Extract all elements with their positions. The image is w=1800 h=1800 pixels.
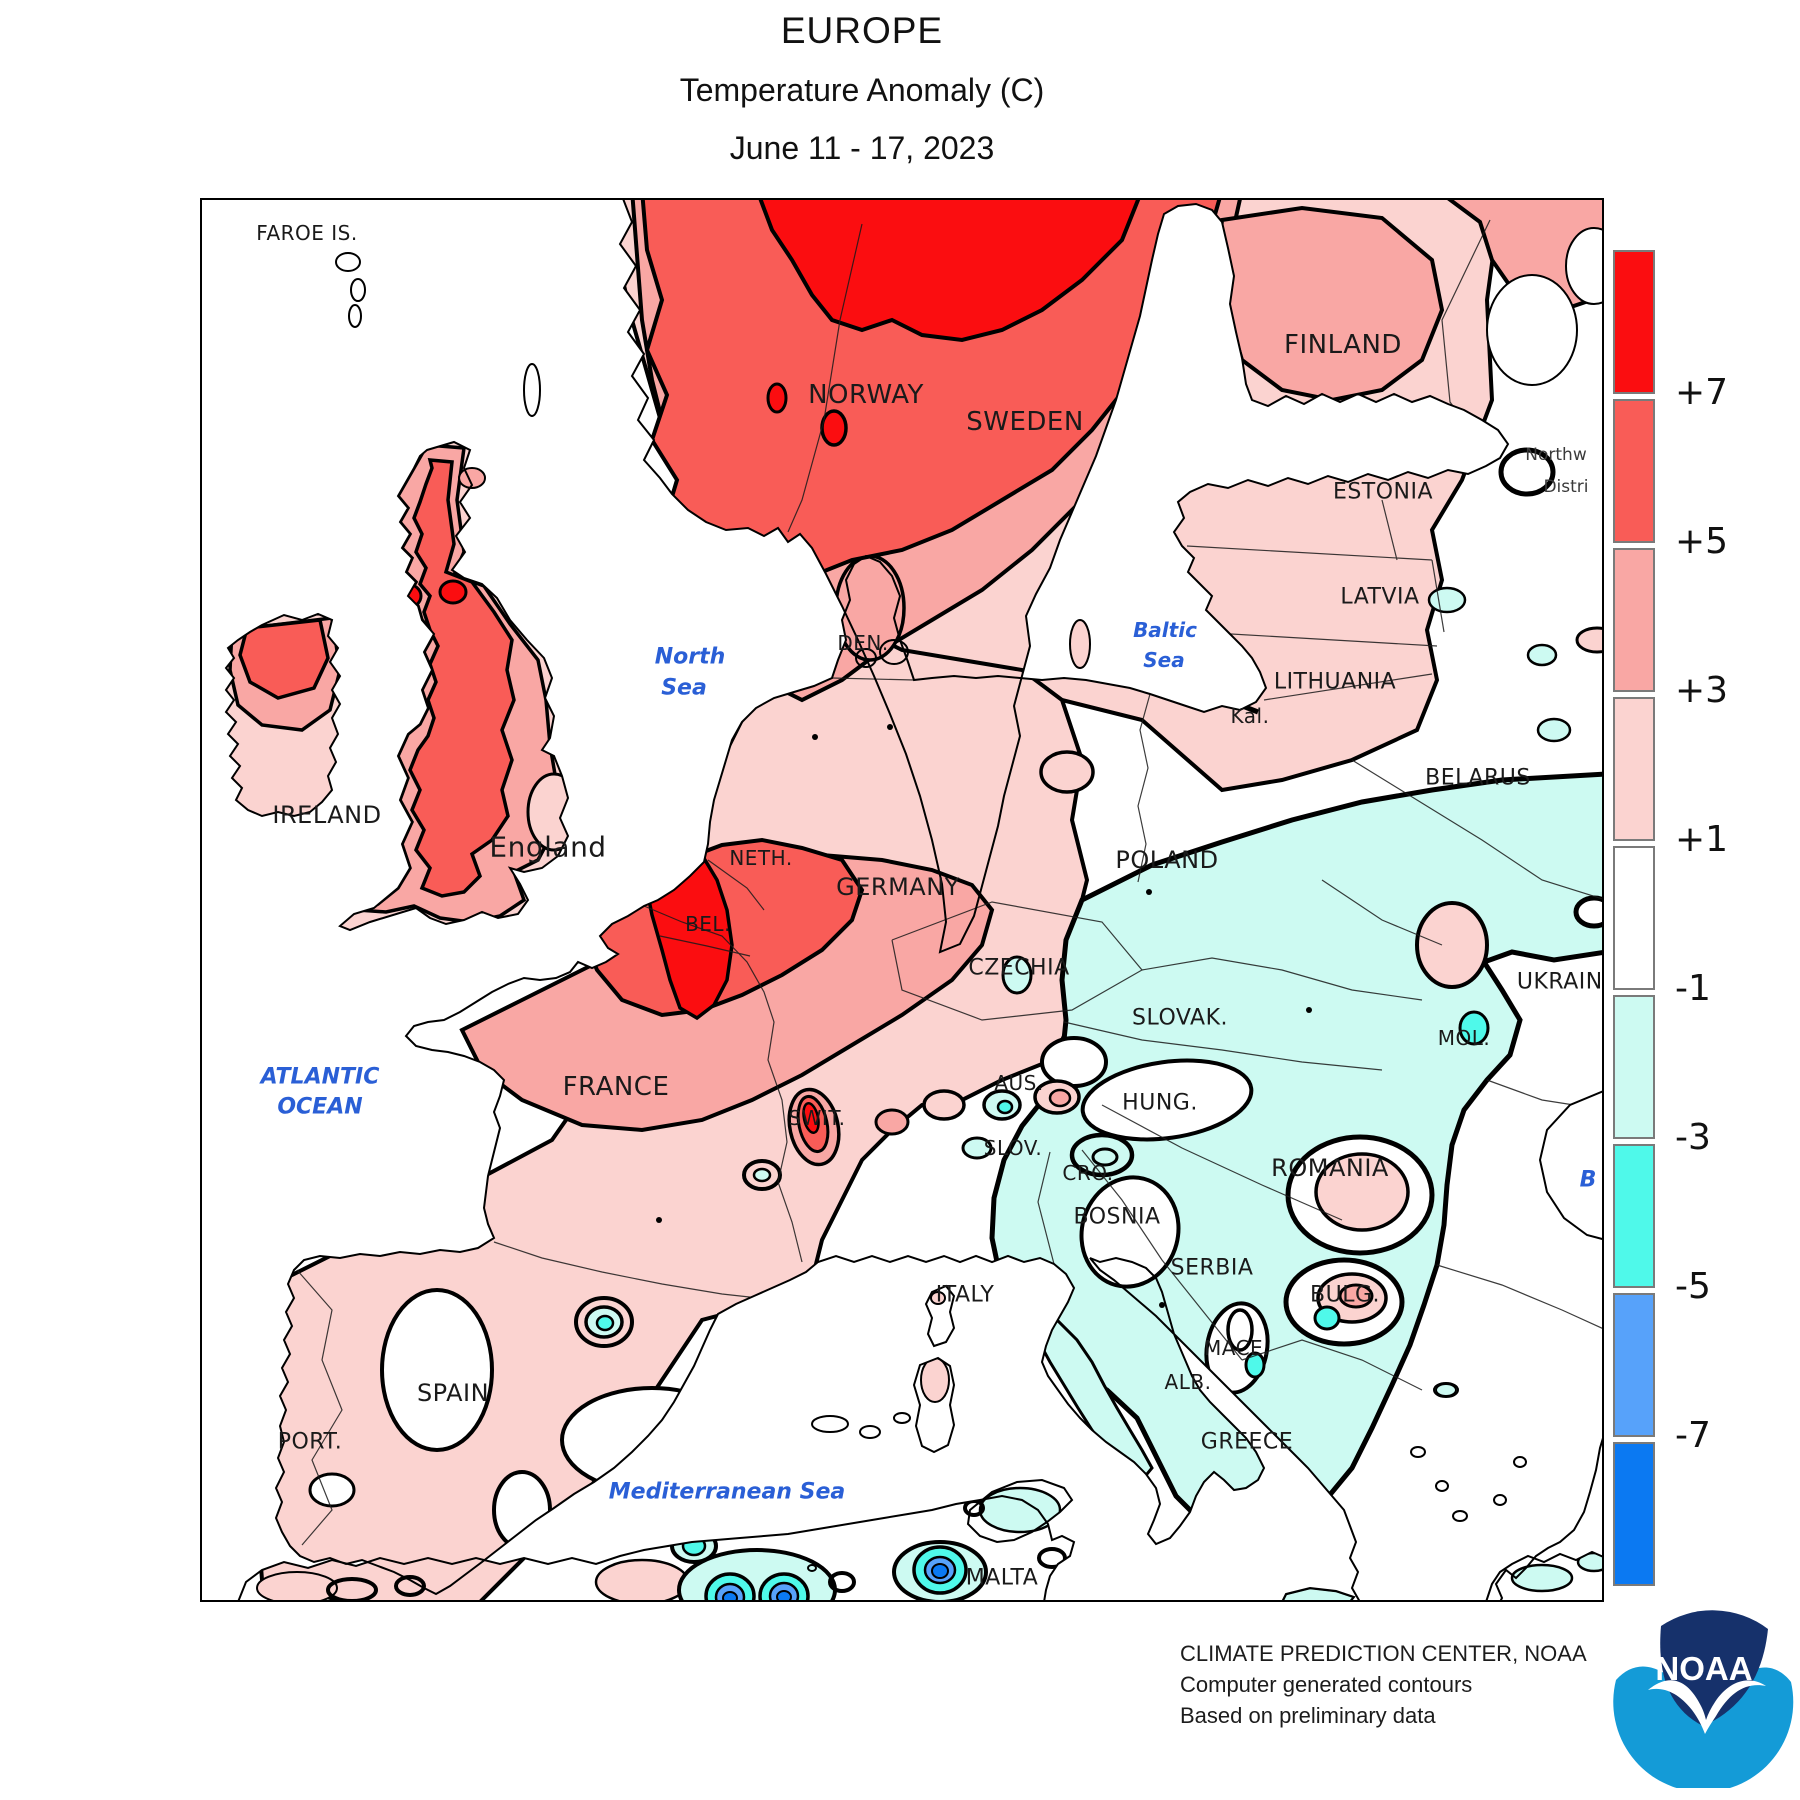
country-borders bbox=[296, 219, 1602, 1546]
page-subtitle: Temperature Anomaly (C) bbox=[679, 72, 1045, 108]
date-range: June 11 - 17, 2023 bbox=[729, 130, 995, 166]
legend-tick-minus-3: -3 bbox=[1675, 1116, 1711, 1158]
map-svg bbox=[224, 200, 1602, 1600]
coastlines bbox=[224, 200, 1602, 1600]
credit-line-3: Based on preliminary data bbox=[1180, 1703, 1436, 1728]
legend-block-above-+7 bbox=[1613, 250, 1655, 394]
page-title: EUROPE bbox=[780, 10, 944, 51]
credits-block: CLIMATE PREDICTION CENTER, NOAA Computer… bbox=[1180, 1638, 1587, 1731]
credit-line-1: CLIMATE PREDICTION CENTER, NOAA bbox=[1180, 1641, 1587, 1666]
europe-anomaly-map bbox=[200, 198, 1604, 1602]
legend-tick-plusminus-3: +3 bbox=[1675, 669, 1729, 711]
legend-tick-minus-7: -7 bbox=[1675, 1414, 1711, 1456]
legend-block-+3-to-+5 bbox=[1613, 548, 1655, 692]
map-dots bbox=[656, 724, 1312, 1308]
noaa-logo: NOAA bbox=[1613, 1606, 1794, 1788]
legend-tick-minus-5: -5 bbox=[1675, 1265, 1711, 1307]
legend-block--1-to--3 bbox=[1613, 995, 1655, 1139]
sea-overlays bbox=[1486, 227, 1602, 1240]
noaa-seagull-icon bbox=[1648, 1680, 1766, 1734]
legend-tick-plusminus-7: +7 bbox=[1675, 371, 1729, 413]
legend-block--3-to--5 bbox=[1613, 1144, 1655, 1288]
anomaly-fields bbox=[226, 200, 1602, 1600]
legend-tick-plusminus-1: +1 bbox=[1675, 818, 1729, 860]
legend-block-+5-to-+7 bbox=[1613, 399, 1655, 543]
legend-block-+1-to-+3 bbox=[1613, 697, 1655, 841]
legend-block-below--7 bbox=[1613, 1442, 1655, 1586]
legend-block--1-to-+1 bbox=[1613, 846, 1655, 990]
legend-block--5-to--7 bbox=[1613, 1293, 1655, 1437]
legend-tick-plusminus-5: +5 bbox=[1675, 520, 1729, 562]
title-block: EUROPE Temperature Anomaly (C) June 11 -… bbox=[0, 10, 1724, 167]
noaa-logo-text: NOAA bbox=[1655, 1650, 1752, 1687]
credit-line-2: Computer generated contours bbox=[1180, 1672, 1473, 1697]
legend-tick-minus-1: -1 bbox=[1675, 967, 1711, 1009]
